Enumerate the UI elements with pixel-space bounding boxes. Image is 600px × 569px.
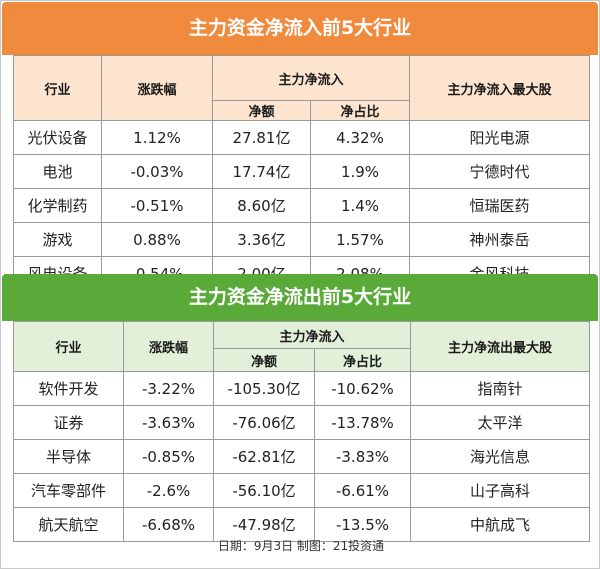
net-ratio-cell: 1.4% [309, 188, 411, 223]
industry-cell: 光伏设备 [13, 120, 102, 155]
outflow-header-change: 涨跌幅 [123, 321, 214, 372]
net-ratio-cell: 1.57% [309, 222, 411, 257]
outflow-header-net-amount: 净额 [213, 348, 315, 372]
net-amount-cell: -62.81亿 [213, 439, 315, 474]
top-stock-cell: 太平洋 [410, 405, 591, 440]
top-stock-cell: 宁德时代 [409, 154, 591, 189]
table-row: 光伏设备 1.12% 27.81亿 4.32% 阳光电源 [13, 120, 591, 155]
top-stock-cell: 阳光电源 [409, 120, 591, 155]
net-amount-cell: -56.10亿 [213, 473, 315, 508]
change-cell: -3.22% [123, 371, 214, 406]
change-cell: -3.63% [123, 405, 214, 440]
inflow-header-top-stock: 主力净流入最大股 [409, 55, 591, 121]
table-row: 软件开发 -3.22% -105.30亿 -10.62% 指南针 [13, 371, 591, 406]
table-row: 化学制药 -0.51% 8.60亿 1.4% 恒瑞医药 [13, 188, 591, 223]
outflow-header-industry: 行业 [13, 321, 124, 372]
inflow-header-industry: 行业 [13, 55, 102, 121]
change-cell: -6.68% [123, 507, 214, 542]
industry-cell: 电池 [13, 154, 102, 189]
inflow-header-change: 涨跌幅 [101, 55, 213, 121]
net-ratio-cell: 1.9% [309, 154, 411, 189]
table-row: 游戏 0.88% 3.36亿 1.57% 神州泰岳 [13, 222, 591, 257]
top-stock-cell: 中航成飞 [410, 507, 591, 542]
change-cell: 1.12% [101, 120, 213, 155]
industry-cell: 汽车零部件 [13, 473, 124, 508]
net-ratio-cell: -13.5% [313, 507, 412, 542]
change-cell: -0.85% [123, 439, 214, 474]
change-cell: -0.03% [101, 154, 213, 189]
outflow-title: 主力资金净流出前5大行业 [2, 274, 598, 321]
table-row: 电池 -0.03% 17.74亿 1.9% 宁德时代 [13, 154, 591, 189]
net-amount-cell: -47.98亿 [213, 507, 315, 542]
net-amount-cell: 8.60亿 [212, 188, 311, 223]
outflow-header-top-stock: 主力净流出最大股 [410, 321, 591, 372]
change-cell: -0.51% [101, 188, 213, 223]
industry-cell: 半导体 [13, 439, 124, 474]
top-stock-cell: 山子高科 [410, 473, 591, 508]
net-amount-cell: 3.36亿 [212, 222, 311, 257]
top-stock-cell: 海光信息 [410, 439, 591, 474]
inflow-header-net-group: 主力净流入 [211, 55, 411, 101]
industry-cell: 游戏 [13, 222, 102, 257]
industry-cell: 软件开发 [13, 371, 124, 406]
net-ratio-cell: -13.78% [313, 405, 412, 440]
inflow-table: 行业 涨跌幅 主力净流入 主力净流入最大股 净额 净占比 光伏设备 1.12% … [13, 55, 591, 291]
table-row: 航天航空 -6.68% -47.98亿 -13.5% 中航成飞 [13, 507, 591, 542]
inflow-header-net-amount: 净额 [212, 100, 311, 121]
net-ratio-cell: -6.61% [313, 473, 412, 508]
industry-cell: 证券 [13, 405, 124, 440]
net-ratio-cell: -10.62% [313, 371, 412, 406]
inflow-title: 主力资金净流入前5大行业 [2, 2, 598, 55]
net-ratio-cell: -3.83% [313, 439, 412, 474]
outflow-header-net-group: 主力净流入 [212, 321, 412, 349]
change-cell: -2.6% [123, 473, 214, 508]
change-cell: 0.88% [101, 222, 213, 257]
net-ratio-cell: 4.32% [309, 120, 411, 155]
inflow-header-net-ratio: 净占比 [309, 100, 411, 121]
outflow-header-net-ratio: 净占比 [313, 348, 412, 372]
table-row: 汽车零部件 -2.6% -56.10亿 -6.61% 山子高科 [13, 473, 591, 508]
net-amount-cell: -76.06亿 [213, 405, 315, 440]
top-stock-cell: 恒瑞医药 [409, 188, 591, 223]
net-amount-cell: 27.81亿 [212, 120, 311, 155]
top-stock-cell: 指南针 [410, 371, 591, 406]
outflow-table: 行业 涨跌幅 主力净流入 主力净流出最大股 净额 净占比 软件开发 -3.22%… [13, 321, 591, 542]
table-row: 证券 -3.63% -76.06亿 -13.78% 太平洋 [13, 405, 591, 440]
industry-cell: 化学制药 [13, 188, 102, 223]
top-stock-cell: 神州泰岳 [409, 222, 591, 257]
table-row: 半导体 -0.85% -62.81亿 -3.83% 海光信息 [13, 439, 591, 474]
net-amount-cell: -105.30亿 [213, 371, 315, 406]
net-amount-cell: 17.74亿 [212, 154, 311, 189]
footer-credit: 日期：9月3日 制图：21投资通 [217, 539, 385, 553]
